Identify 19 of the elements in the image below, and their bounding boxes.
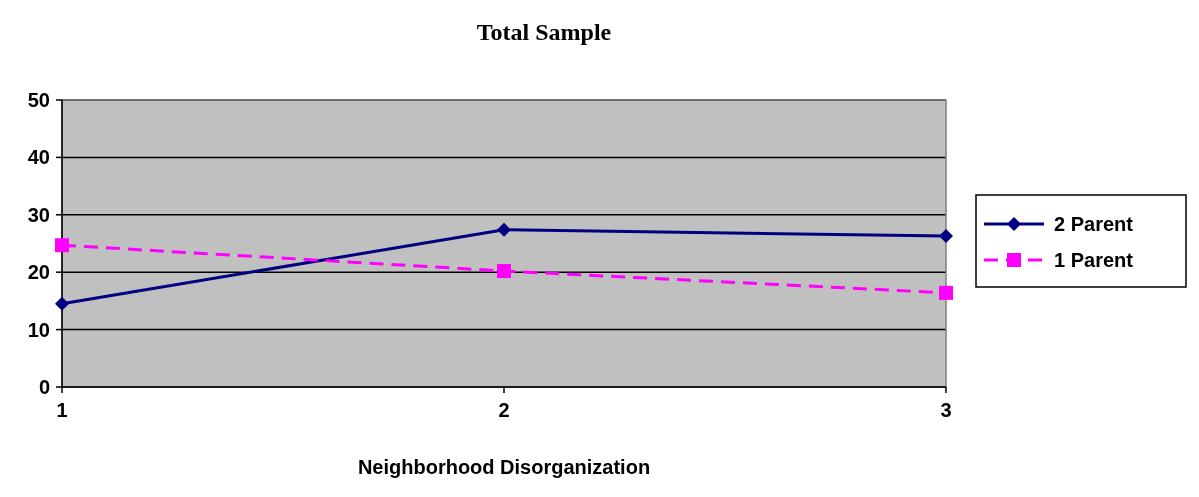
x-axis-title: Neighborhood Disorganization	[357, 456, 651, 478]
point	[497, 222, 511, 237]
y-tick-label: 20	[27, 261, 50, 284]
point	[55, 238, 69, 253]
point	[939, 229, 953, 244]
y-tick-label: 50	[27, 89, 50, 111]
legend-label: 1 Parent	[1054, 249, 1134, 271]
y-tick-label: 10	[27, 318, 50, 341]
x-tick-label: 3	[940, 399, 952, 421]
y-tick-label: 40	[27, 146, 50, 169]
legend-label: 2 Parent	[1054, 213, 1134, 235]
y-tick-label: 0	[38, 376, 50, 398]
point	[939, 285, 953, 300]
x-tick-label: 1	[56, 399, 68, 421]
point	[55, 296, 69, 311]
x-tick-label: 2	[498, 399, 510, 421]
point	[497, 264, 511, 279]
y-tick-label: 30	[27, 203, 50, 226]
chart-title: Total Sample	[476, 19, 612, 45]
